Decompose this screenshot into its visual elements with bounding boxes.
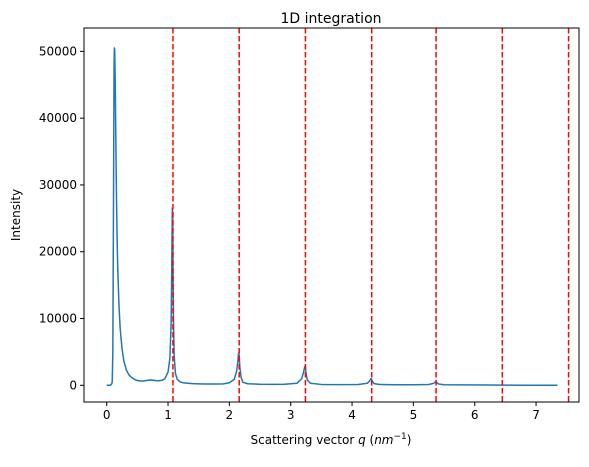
plot-clipped-group	[106, 28, 570, 402]
data-series-line-0	[106, 47, 558, 387]
x-tick-label-2: 2	[226, 408, 234, 422]
x-axis-label-unit: nm	[374, 433, 393, 447]
y-axis-label: Intensity	[9, 189, 23, 241]
plot-frame	[83, 27, 580, 403]
y-tick-label-0: 0	[69, 378, 77, 392]
x-axis-label-exponent: −1	[394, 432, 407, 442]
x-axis-label-variable: q	[358, 433, 366, 447]
x-axis-ticks: 0 1 2 3 4 5 6 7	[103, 402, 540, 422]
x-axis-label-paren-close: )	[407, 433, 412, 447]
plot-layer	[106, 28, 570, 402]
chart-title: 1D integration	[280, 11, 381, 27]
x-tick-label-3: 3	[287, 408, 295, 422]
x-tick-label-1: 1	[164, 408, 172, 422]
x-axis-label-paren-open: (	[366, 433, 375, 447]
y-tick-label-5: 50000	[39, 44, 77, 58]
y-tick-label-2: 20000	[39, 245, 77, 259]
y-tick-label-3: 30000	[39, 178, 77, 192]
x-tick-label-7: 7	[532, 408, 540, 422]
y-tick-label-4: 40000	[39, 111, 77, 125]
x-axis-label: Scattering vector q (nm−1)	[251, 432, 412, 447]
y-tick-label-1: 10000	[39, 312, 77, 326]
x-tick-label-4: 4	[348, 408, 356, 422]
x-axis-label-prefix: Scattering vector	[251, 433, 359, 447]
x-tick-label-0: 0	[103, 408, 111, 422]
x-tick-label-5: 5	[410, 408, 418, 422]
x-tick-label-6: 6	[471, 408, 479, 422]
y-axis-ticks: 0 10000 20000 30000 40000 50000	[39, 44, 84, 392]
